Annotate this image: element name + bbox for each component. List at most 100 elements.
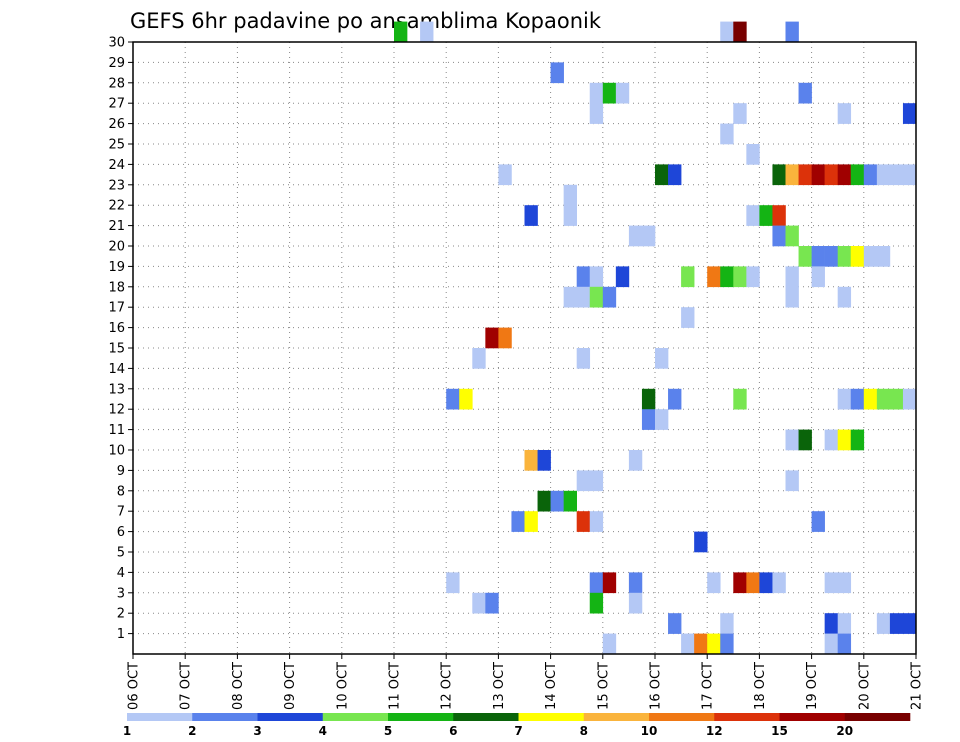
- grid: [133, 42, 916, 654]
- data-cell: [811, 246, 825, 267]
- data-cell: [902, 613, 917, 634]
- colorbar-label: 12: [706, 724, 723, 738]
- data-cell: [733, 103, 747, 124]
- data-cell: [746, 144, 760, 165]
- y-tick-label: 3: [117, 586, 125, 601]
- x-tick-label: 15 OCT: [596, 662, 611, 710]
- y-tick-label: 17: [108, 301, 125, 316]
- x-tick-label: 14 OCT: [544, 662, 559, 710]
- colorbar-swatch: [714, 713, 780, 721]
- data-cell: [850, 164, 865, 186]
- data-cell: [668, 388, 682, 410]
- data-cell: [824, 164, 838, 186]
- colorbar-swatch: [192, 713, 258, 721]
- y-tick-label: 12: [108, 403, 125, 418]
- data-cell: [785, 429, 799, 451]
- data-cell: [681, 307, 695, 328]
- colorbar-swatch: [322, 713, 389, 721]
- data-cell: [746, 205, 760, 226]
- data-cell: [615, 266, 630, 288]
- data-cell: [576, 286, 591, 308]
- data-cell: [837, 103, 852, 124]
- data-cell: [863, 388, 878, 410]
- data-cell: [759, 572, 773, 594]
- y-tick-label: 28: [108, 76, 125, 91]
- y-tick-label: 13: [108, 382, 125, 397]
- data-cell: [472, 348, 486, 369]
- colorbar-label: 3: [253, 724, 261, 738]
- data-cell: [785, 470, 799, 492]
- data-cell: [524, 450, 538, 471]
- y-tick-label: 27: [108, 97, 125, 112]
- data-cell: [902, 103, 917, 124]
- data-cell: [876, 246, 891, 267]
- data-cell: [772, 164, 786, 186]
- data-cell: [824, 613, 838, 634]
- y-tick-label: 20: [108, 240, 125, 255]
- data-cell: [511, 511, 525, 532]
- x-tick-label: 20 OCT: [857, 662, 872, 710]
- data-cell: [720, 266, 734, 288]
- data-cell: [707, 572, 721, 594]
- data-cell: [733, 21, 747, 43]
- data-cell: [589, 286, 604, 308]
- data-cell: [563, 490, 577, 512]
- data-cell: [563, 205, 577, 226]
- x-tick-label: 17 OCT: [701, 662, 716, 710]
- data-cell: [628, 572, 643, 594]
- data-cell: [720, 613, 734, 634]
- data-cell: [733, 572, 747, 594]
- data-cell: [785, 225, 799, 247]
- y-tick-label: 14: [108, 362, 125, 377]
- data-cell: [537, 490, 551, 512]
- x-tick-label: 10 OCT: [335, 662, 350, 710]
- data-cell: [628, 450, 643, 471]
- data-cell: [772, 225, 786, 247]
- data-cell: [563, 286, 577, 308]
- data-cell: [576, 266, 591, 288]
- y-tick-label: 7: [117, 505, 125, 520]
- data-cell: [824, 572, 838, 594]
- y-tick-label: 8: [117, 484, 125, 499]
- data-cell: [772, 205, 786, 226]
- data-cell: [863, 164, 878, 186]
- y-tick-label: 24: [108, 158, 125, 173]
- data-cell: [850, 388, 865, 410]
- data-cell: [889, 388, 904, 410]
- data-cell: [720, 21, 734, 43]
- data-cell: [602, 82, 617, 104]
- x-tick-label: 08 OCT: [231, 662, 246, 710]
- data-cell: [720, 123, 734, 145]
- colorbar-label: 7: [514, 724, 522, 738]
- x-tick-label: 16 OCT: [649, 662, 664, 710]
- y-tick-label: 4: [117, 566, 125, 581]
- y-tick-label: 1: [117, 627, 125, 642]
- colorbar-swatch: [518, 713, 585, 721]
- data-cell: [472, 592, 486, 614]
- y-tick-label: 26: [108, 117, 125, 132]
- data-cell: [707, 266, 721, 288]
- colorbar-label: 8: [580, 724, 588, 738]
- data-cell: [576, 511, 591, 532]
- data-cell: [655, 164, 669, 186]
- data-cell: [798, 246, 812, 267]
- data-cell: [811, 511, 825, 532]
- colorbar-swatch: [127, 713, 193, 721]
- data-cell: [641, 388, 656, 410]
- data-cell: [589, 572, 604, 594]
- data-cell: [589, 82, 604, 104]
- data-cell: [668, 164, 682, 186]
- data-cell: [641, 409, 656, 430]
- data-cell: [602, 572, 617, 594]
- data-cell: [563, 184, 577, 206]
- data-cell: [498, 327, 512, 349]
- data-cell: [863, 246, 878, 267]
- x-tick-label: 07 OCT: [179, 662, 194, 710]
- data-cell: [837, 633, 852, 655]
- y-tick-label: 18: [108, 280, 125, 295]
- data-cell: [589, 511, 604, 532]
- colorbar-swatch: [649, 713, 715, 721]
- data-cell: [785, 164, 799, 186]
- data-cell: [537, 450, 551, 471]
- data-cell: [459, 388, 473, 410]
